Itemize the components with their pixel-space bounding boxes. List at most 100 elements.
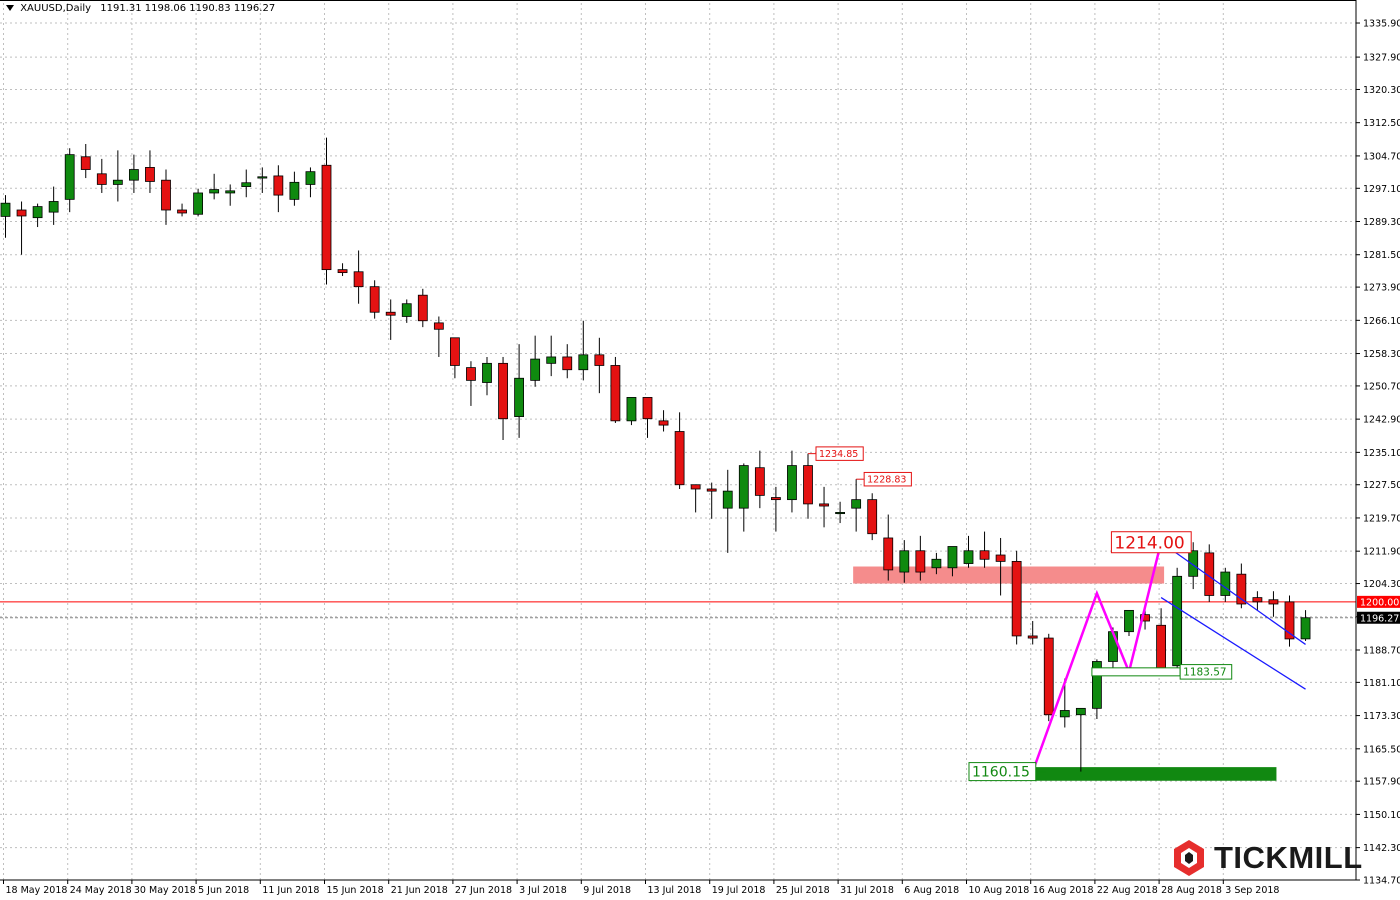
high-label-text: 1234.85 — [819, 449, 858, 460]
level-1200-tag-text: 1200.00 — [1360, 597, 1399, 608]
y-tick-label: 1235.10 — [1363, 448, 1400, 459]
x-tick-label: 31 Jul 2018 — [840, 885, 894, 896]
resistance-zone — [853, 566, 1165, 584]
candle-body — [562, 356, 573, 371]
candle-body — [1043, 637, 1054, 716]
candle — [16, 201, 27, 255]
candle-body — [498, 362, 508, 420]
candle-body — [466, 367, 476, 381]
candle-body — [449, 337, 460, 366]
y-tick-label: 1204.30 — [1363, 579, 1400, 590]
price-zones — [853, 566, 1277, 781]
x-tick-label: 6 Aug 2018 — [904, 885, 959, 896]
candle-body — [1188, 550, 1199, 577]
candle — [819, 486, 829, 528]
x-tick-label: 10 Aug 2018 — [969, 885, 1030, 896]
candle — [851, 479, 862, 532]
candle — [883, 514, 894, 581]
major-high-label-text: 1214.00 — [1114, 533, 1184, 553]
candle — [1075, 707, 1086, 772]
pullback-low-label: 1183.57 — [1179, 664, 1233, 680]
candle — [658, 410, 669, 432]
candle-body — [754, 467, 765, 496]
candle — [610, 356, 621, 423]
candle-body — [369, 286, 380, 313]
y-tick-label: 1150.10 — [1363, 810, 1400, 821]
candle — [1043, 633, 1054, 722]
candle — [417, 288, 428, 328]
candle-body — [690, 484, 701, 490]
pattern-overlays — [1031, 541, 1306, 773]
x-tick-label: 11 Jun 2018 — [262, 885, 319, 896]
candle-body — [979, 550, 990, 560]
candle-body — [1059, 710, 1070, 718]
candle-body — [385, 311, 396, 316]
candle — [1268, 591, 1279, 617]
candle-body — [771, 497, 781, 501]
pullback-low-box — [1091, 667, 1181, 677]
y-tick-label: 1173.30 — [1363, 711, 1400, 722]
support-low-label: 1160.15 — [968, 762, 1037, 782]
candle — [433, 316, 444, 357]
candle-body — [1011, 561, 1022, 637]
candle-body — [610, 365, 621, 422]
candle — [835, 501, 845, 524]
candle-body — [787, 465, 797, 501]
candle-body — [899, 550, 910, 573]
x-tick-label: 19 Jul 2018 — [712, 885, 766, 896]
y-tick-label: 1242.90 — [1363, 415, 1400, 426]
candle-body — [1204, 552, 1215, 596]
candle-body — [64, 154, 75, 200]
x-tick-label: 9 Jul 2018 — [583, 885, 631, 896]
candle — [771, 486, 781, 532]
candle-body — [1236, 573, 1247, 605]
candle-body — [1284, 601, 1295, 640]
candle — [738, 463, 749, 532]
candle-body — [1220, 571, 1231, 596]
tickmill-wordmark: TICKMILL — [1214, 840, 1363, 875]
tickmill-logo: TICKMILL — [1172, 836, 1363, 880]
x-tick-label: 3 Jul 2018 — [519, 885, 567, 896]
x-tick-label: 30 May 2018 — [134, 885, 196, 896]
candle — [145, 150, 155, 193]
candle-body — [433, 322, 444, 330]
y-tick-label: 1227.50 — [1363, 480, 1400, 491]
candle-body — [931, 558, 942, 569]
candle — [1252, 591, 1263, 611]
candle — [963, 535, 974, 568]
candle-body — [706, 488, 717, 492]
y-tick-label: 1188.70 — [1363, 645, 1400, 656]
y-tick-label: 1312.50 — [1363, 118, 1400, 129]
y-tick-label: 1327.90 — [1363, 53, 1400, 64]
x-tick-label: 24 May 2018 — [70, 885, 132, 896]
candle — [241, 169, 252, 198]
candle — [754, 450, 765, 509]
y-tick-label: 1181.10 — [1363, 678, 1400, 689]
symbol-label: XAUUSD,Daily — [20, 3, 92, 14]
major-high-label: 1214.00 — [1110, 531, 1192, 553]
candle-body — [819, 503, 829, 507]
x-tick-label: 27 Jun 2018 — [455, 885, 512, 896]
candle — [690, 484, 701, 513]
candle — [32, 203, 43, 228]
candle-body — [1092, 661, 1102, 709]
y-tick-label: 1157.90 — [1363, 777, 1400, 788]
zigzag-pattern — [1031, 541, 1163, 773]
high-label-text: 1228.83 — [867, 475, 906, 486]
candle — [161, 169, 171, 225]
symbol-dropdown-icon[interactable] — [6, 5, 14, 11]
candle — [1059, 678, 1070, 728]
candle — [947, 546, 958, 577]
candle-body — [16, 209, 27, 217]
y-tick-label: 1165.50 — [1363, 744, 1400, 755]
candle-body — [112, 179, 123, 185]
candle — [803, 453, 813, 519]
candle-body — [225, 190, 236, 194]
candle-body — [963, 550, 974, 564]
candle — [209, 173, 220, 200]
candle-body — [80, 156, 91, 170]
candle — [578, 320, 589, 381]
y-tick-label: 1266.10 — [1363, 316, 1400, 327]
